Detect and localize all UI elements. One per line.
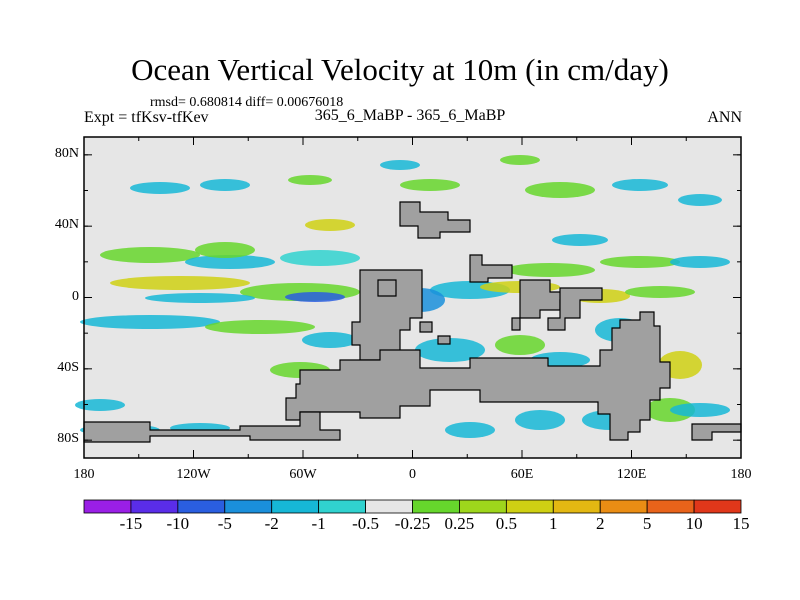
- anomaly-contour: [380, 160, 420, 170]
- colorbar-swatch: [412, 499, 460, 514]
- x-tick-label: 180: [73, 467, 95, 482]
- anomaly-contour: [495, 335, 545, 355]
- anomaly-contour: [515, 410, 565, 430]
- anomaly-contour: [185, 255, 275, 269]
- land-mass: [83, 411, 341, 443]
- colorbar-label: 5: [642, 514, 652, 533]
- x-tick-label: 60W: [289, 467, 317, 482]
- stats-label: rmsd= 0.680814 diff= 0.00676018: [150, 95, 344, 110]
- colorbar-swatch: [552, 499, 601, 514]
- anomaly-contour: [400, 179, 460, 191]
- anomaly-contour: [505, 263, 595, 277]
- colorbar-swatch: [318, 499, 366, 514]
- y-tick-label: 40N: [54, 217, 79, 233]
- land-mass: [377, 279, 397, 297]
- anomaly-contour: [670, 256, 730, 268]
- land-mass: [419, 321, 433, 333]
- anomaly-contour: [670, 403, 730, 417]
- land-mass: [399, 201, 471, 239]
- anomaly-contour: [678, 194, 722, 206]
- x-tick-label: 180: [730, 467, 752, 482]
- y-tick-label: 0: [72, 288, 79, 304]
- season-label: ANN: [707, 109, 742, 126]
- y-tick-label: 80N: [54, 145, 79, 161]
- anomaly-contour: [500, 155, 540, 165]
- colorbar-swatch: [646, 499, 695, 514]
- anomaly-contour: [145, 293, 255, 303]
- colorbar-swatch: [459, 499, 507, 514]
- y-tick-label: 40S: [57, 359, 79, 375]
- chart-title: Ocean Vertical Velocity at 10m (in cm/da…: [131, 52, 669, 87]
- anomaly-contour: [305, 219, 355, 231]
- anomaly-contour: [288, 175, 332, 185]
- colorbar-swatch: [130, 499, 179, 514]
- colorbar-label: -0.5: [352, 514, 380, 533]
- colorbar-label: 1: [549, 514, 558, 533]
- colorbar-swatch: [505, 499, 554, 514]
- anomaly-contour: [100, 247, 200, 263]
- colorbar-label: 2: [595, 514, 605, 533]
- colorbar-swatch: [599, 499, 648, 514]
- anomaly-contour: [80, 315, 220, 329]
- anomaly-contour: [195, 242, 255, 258]
- colorbar-label: -0.25: [394, 514, 431, 533]
- land-mass: [547, 287, 603, 331]
- case-label: 365_6_MaBP - 365_6_MaBP: [314, 107, 506, 124]
- land-mass: [285, 311, 671, 441]
- anomaly-contour: [110, 276, 250, 290]
- colorbar-label: 10: [685, 514, 703, 533]
- colorbar-swatch: [177, 499, 226, 514]
- colorbar-label: -1: [311, 514, 326, 533]
- colorbar-label: -2: [264, 514, 279, 533]
- anomaly-contour: [205, 320, 315, 334]
- anomaly-contour: [280, 250, 360, 266]
- colorbar-label: 15: [732, 514, 750, 533]
- anomaly-contour: [612, 179, 668, 191]
- anomaly-contour: [600, 256, 680, 268]
- anomaly-contour: [445, 422, 495, 438]
- colorbar-label: -15: [119, 514, 143, 533]
- colorbar-label: 0.5: [495, 514, 517, 533]
- x-tick-label: 120E: [616, 467, 647, 482]
- colorbar-swatch: [365, 499, 413, 514]
- x-tick-label: 120W: [176, 467, 211, 482]
- anomaly-contour: [200, 179, 250, 191]
- anomaly-contour: [75, 399, 125, 411]
- colorbar-label: 0.25: [444, 514, 475, 533]
- anomaly-contour: [525, 182, 595, 198]
- x-tick-label: 0: [409, 467, 416, 482]
- y-tick-label: 80S: [57, 431, 79, 447]
- anomaly-contour: [625, 286, 695, 298]
- colorbar-label: -10: [166, 514, 190, 533]
- anomaly-contour: [285, 292, 345, 302]
- colorbar-swatch: [83, 499, 132, 514]
- anomaly-contour: [552, 234, 608, 246]
- x-tick-label: 60E: [510, 467, 534, 482]
- land-mass: [437, 335, 451, 345]
- anomaly-contour: [130, 182, 190, 194]
- anomaly-contour: [415, 338, 485, 362]
- land-mass: [469, 254, 513, 283]
- colorbar-swatch: [693, 499, 742, 514]
- anomaly-contour: [302, 332, 358, 348]
- colorbar-swatch: [224, 499, 273, 514]
- colorbar-swatch: [271, 499, 320, 514]
- colorbar-label: -5: [217, 514, 232, 533]
- experiment-label: Expt = tfKsv-tfKev: [84, 109, 209, 126]
